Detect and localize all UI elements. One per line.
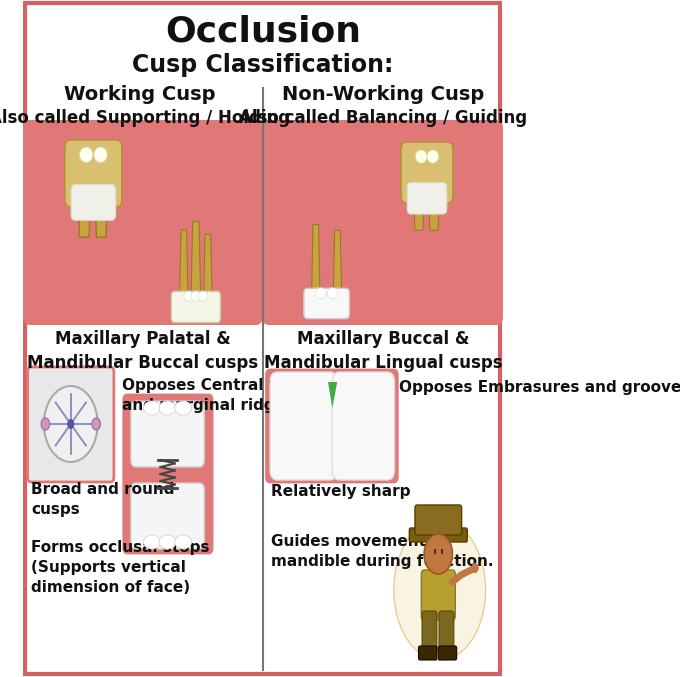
Text: Forms occlusal stops
(Supports vertical
dimension of face): Forms occlusal stops (Supports vertical … (31, 540, 209, 594)
Ellipse shape (143, 401, 160, 415)
Text: Working Cusp: Working Cusp (63, 85, 215, 104)
Ellipse shape (159, 535, 176, 549)
Text: Maxillary Buccal &
Mandibular Lingual cusps: Maxillary Buccal & Mandibular Lingual cu… (264, 330, 503, 372)
FancyBboxPatch shape (407, 183, 447, 214)
Circle shape (92, 418, 101, 430)
FancyBboxPatch shape (28, 367, 114, 482)
Text: Maxillary Palatal &
Mandibular Buccal cusps: Maxillary Palatal & Mandibular Buccal cu… (27, 330, 258, 372)
Polygon shape (333, 230, 341, 297)
Text: Opposes Central fossa
and marginal ridges: Opposes Central fossa and marginal ridge… (122, 378, 313, 413)
Polygon shape (78, 195, 90, 237)
Ellipse shape (94, 147, 107, 162)
Circle shape (44, 386, 98, 462)
Circle shape (41, 418, 50, 430)
Polygon shape (413, 191, 424, 230)
Polygon shape (311, 225, 320, 297)
Ellipse shape (427, 150, 439, 163)
Text: Broad and round
cusps: Broad and round cusps (31, 482, 175, 517)
FancyBboxPatch shape (267, 370, 397, 482)
Ellipse shape (80, 147, 92, 162)
Ellipse shape (327, 288, 338, 299)
Text: Relatively sharp: Relatively sharp (271, 484, 411, 499)
Text: Also called Balancing / Guiding: Also called Balancing / Guiding (239, 109, 527, 127)
Ellipse shape (415, 150, 427, 163)
FancyBboxPatch shape (439, 611, 454, 655)
FancyBboxPatch shape (131, 483, 205, 549)
FancyBboxPatch shape (171, 291, 220, 322)
Ellipse shape (175, 535, 192, 549)
FancyBboxPatch shape (422, 611, 437, 655)
Text: Non-Working Cusp: Non-Working Cusp (282, 85, 484, 104)
FancyBboxPatch shape (439, 646, 457, 660)
Ellipse shape (175, 401, 192, 415)
Polygon shape (191, 221, 201, 298)
Polygon shape (328, 382, 337, 408)
Circle shape (471, 563, 479, 573)
FancyBboxPatch shape (24, 3, 500, 674)
Polygon shape (428, 191, 439, 230)
FancyBboxPatch shape (415, 505, 462, 535)
Ellipse shape (394, 520, 486, 660)
Ellipse shape (316, 288, 326, 299)
Text: Cusp Classification:: Cusp Classification: (133, 53, 394, 77)
FancyBboxPatch shape (71, 185, 116, 220)
Ellipse shape (159, 401, 176, 415)
Ellipse shape (199, 291, 208, 301)
Ellipse shape (143, 535, 160, 549)
FancyBboxPatch shape (418, 646, 437, 660)
Text: Also called Supporting / Holding: Also called Supporting / Holding (0, 109, 290, 127)
Text: Occlusion: Occlusion (165, 15, 361, 49)
Ellipse shape (184, 291, 193, 301)
Polygon shape (204, 234, 212, 298)
FancyBboxPatch shape (22, 120, 263, 325)
FancyBboxPatch shape (333, 372, 394, 480)
Text: Opposes Embrasures and grooves: Opposes Embrasures and grooves (398, 380, 680, 395)
FancyBboxPatch shape (124, 395, 212, 553)
Circle shape (67, 419, 74, 429)
FancyBboxPatch shape (422, 570, 456, 620)
Text: Guides movement of
mandible during function.: Guides movement of mandible during funct… (271, 534, 494, 569)
FancyBboxPatch shape (131, 401, 205, 467)
FancyBboxPatch shape (270, 372, 337, 480)
FancyBboxPatch shape (304, 288, 350, 319)
FancyBboxPatch shape (409, 528, 467, 542)
FancyBboxPatch shape (262, 120, 503, 325)
Circle shape (424, 534, 452, 574)
Ellipse shape (191, 291, 201, 301)
FancyBboxPatch shape (65, 140, 122, 207)
Polygon shape (180, 230, 188, 298)
Polygon shape (95, 195, 107, 237)
FancyBboxPatch shape (401, 142, 453, 203)
